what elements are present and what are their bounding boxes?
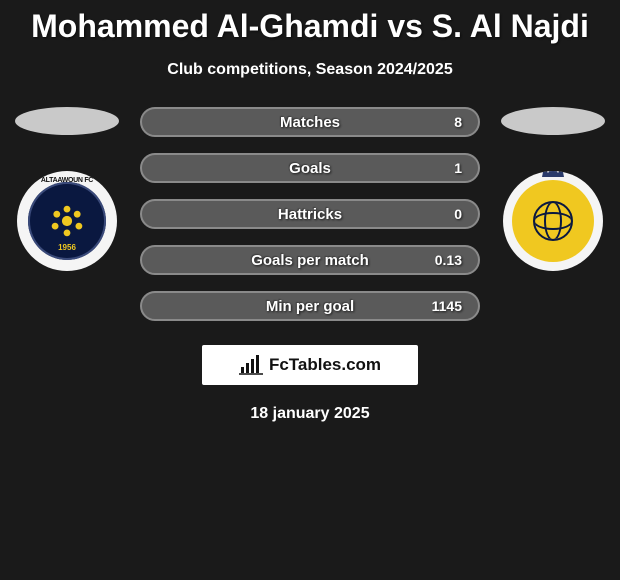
stat-value-right: 0.13 — [435, 252, 462, 268]
comparison-card: Mohammed Al-Ghamdi vs S. Al Najdi Club c… — [0, 0, 620, 423]
subtitle: Club competitions, Season 2024/2025 — [0, 61, 620, 79]
stat-bar: Hattricks 0 — [140, 199, 480, 229]
stat-bar: Min per goal 1145 — [140, 291, 480, 321]
left-club-badge: ALTAAWOUN FC 1956 — [17, 171, 117, 271]
player-photo-placeholder-left — [15, 107, 119, 135]
chart-bars-icon — [239, 355, 263, 375]
page-title: Mohammed Al-Ghamdi vs S. Al Najdi — [0, 0, 620, 45]
stat-value-right: 8 — [454, 114, 462, 130]
stat-bar: Matches 8 — [140, 107, 480, 137]
left-club-inner: 1956 — [28, 182, 106, 260]
stats-column: Matches 8 Goals 1 Hattricks 0 Goals per match 0… — [140, 107, 480, 321]
stat-label: Matches — [280, 114, 340, 131]
stat-bar: Goals per match 0.13 — [140, 245, 480, 275]
stat-label: Hattricks — [278, 206, 342, 223]
footer-date: 18 january 2025 — [0, 405, 620, 423]
right-club-badge — [503, 171, 603, 271]
globe-icon — [533, 201, 573, 241]
brand-text: FcTables.com — [269, 355, 381, 375]
stat-value-right: 1145 — [432, 298, 462, 314]
crown-icon — [540, 171, 566, 179]
player-photo-placeholder-right — [501, 107, 605, 135]
stat-label: Min per goal — [266, 298, 354, 315]
right-player-column — [498, 107, 608, 271]
stat-label: Goals per match — [251, 252, 369, 269]
stat-value-right: 0 — [454, 206, 462, 222]
brand-box: FcTables.com — [202, 345, 418, 385]
left-club-year: 1956 — [58, 243, 76, 252]
left-player-column: ALTAAWOUN FC 1956 — [12, 107, 122, 271]
main-row: ALTAAWOUN FC 1956 Matches8Goal — [0, 107, 620, 321]
stat-value-right: 1 — [454, 160, 462, 176]
stat-label: Goals — [289, 160, 331, 177]
star-icon — [50, 204, 84, 238]
right-club-inner — [512, 180, 594, 262]
stat-bar: Goals 1 — [140, 153, 480, 183]
